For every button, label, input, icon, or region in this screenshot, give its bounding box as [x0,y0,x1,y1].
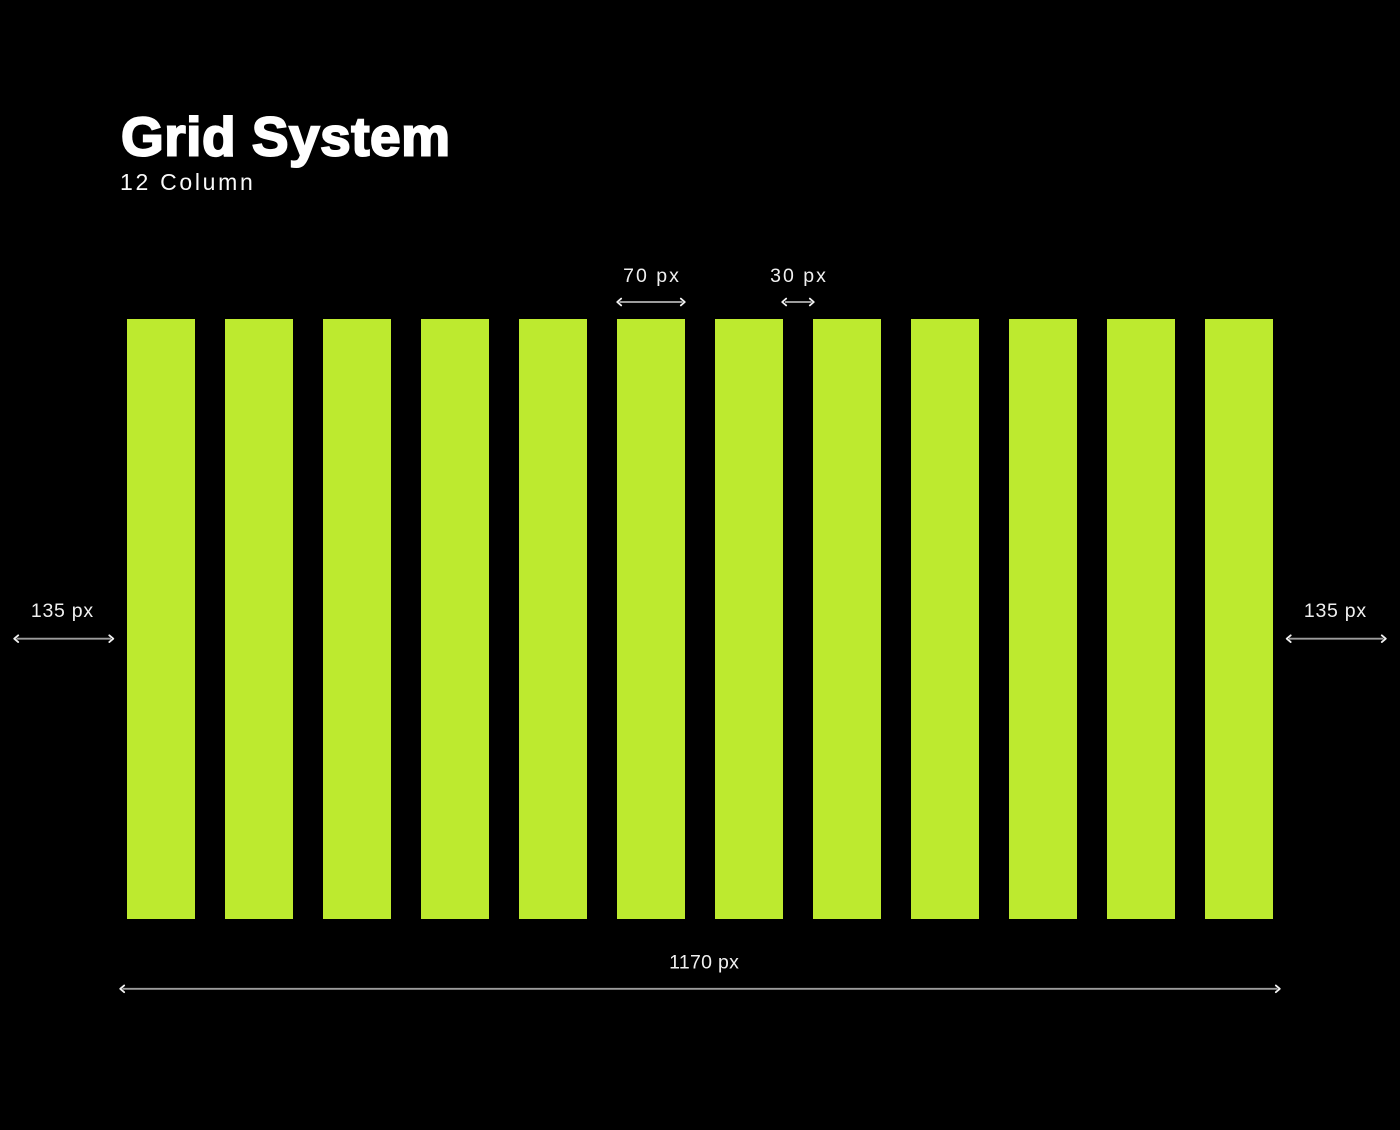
svg-text:Grid System: Grid System [121,106,451,168]
svg-text:12 Column: 12 Column [120,169,256,195]
svg-text:70 px: 70 px [623,265,681,287]
svg-text:30 px: 30 px [770,265,828,287]
svg-text:135 px: 135 px [31,600,94,622]
svg-text:135 px: 135 px [1304,600,1367,622]
svg-text:1170 px: 1170 px [669,951,739,973]
